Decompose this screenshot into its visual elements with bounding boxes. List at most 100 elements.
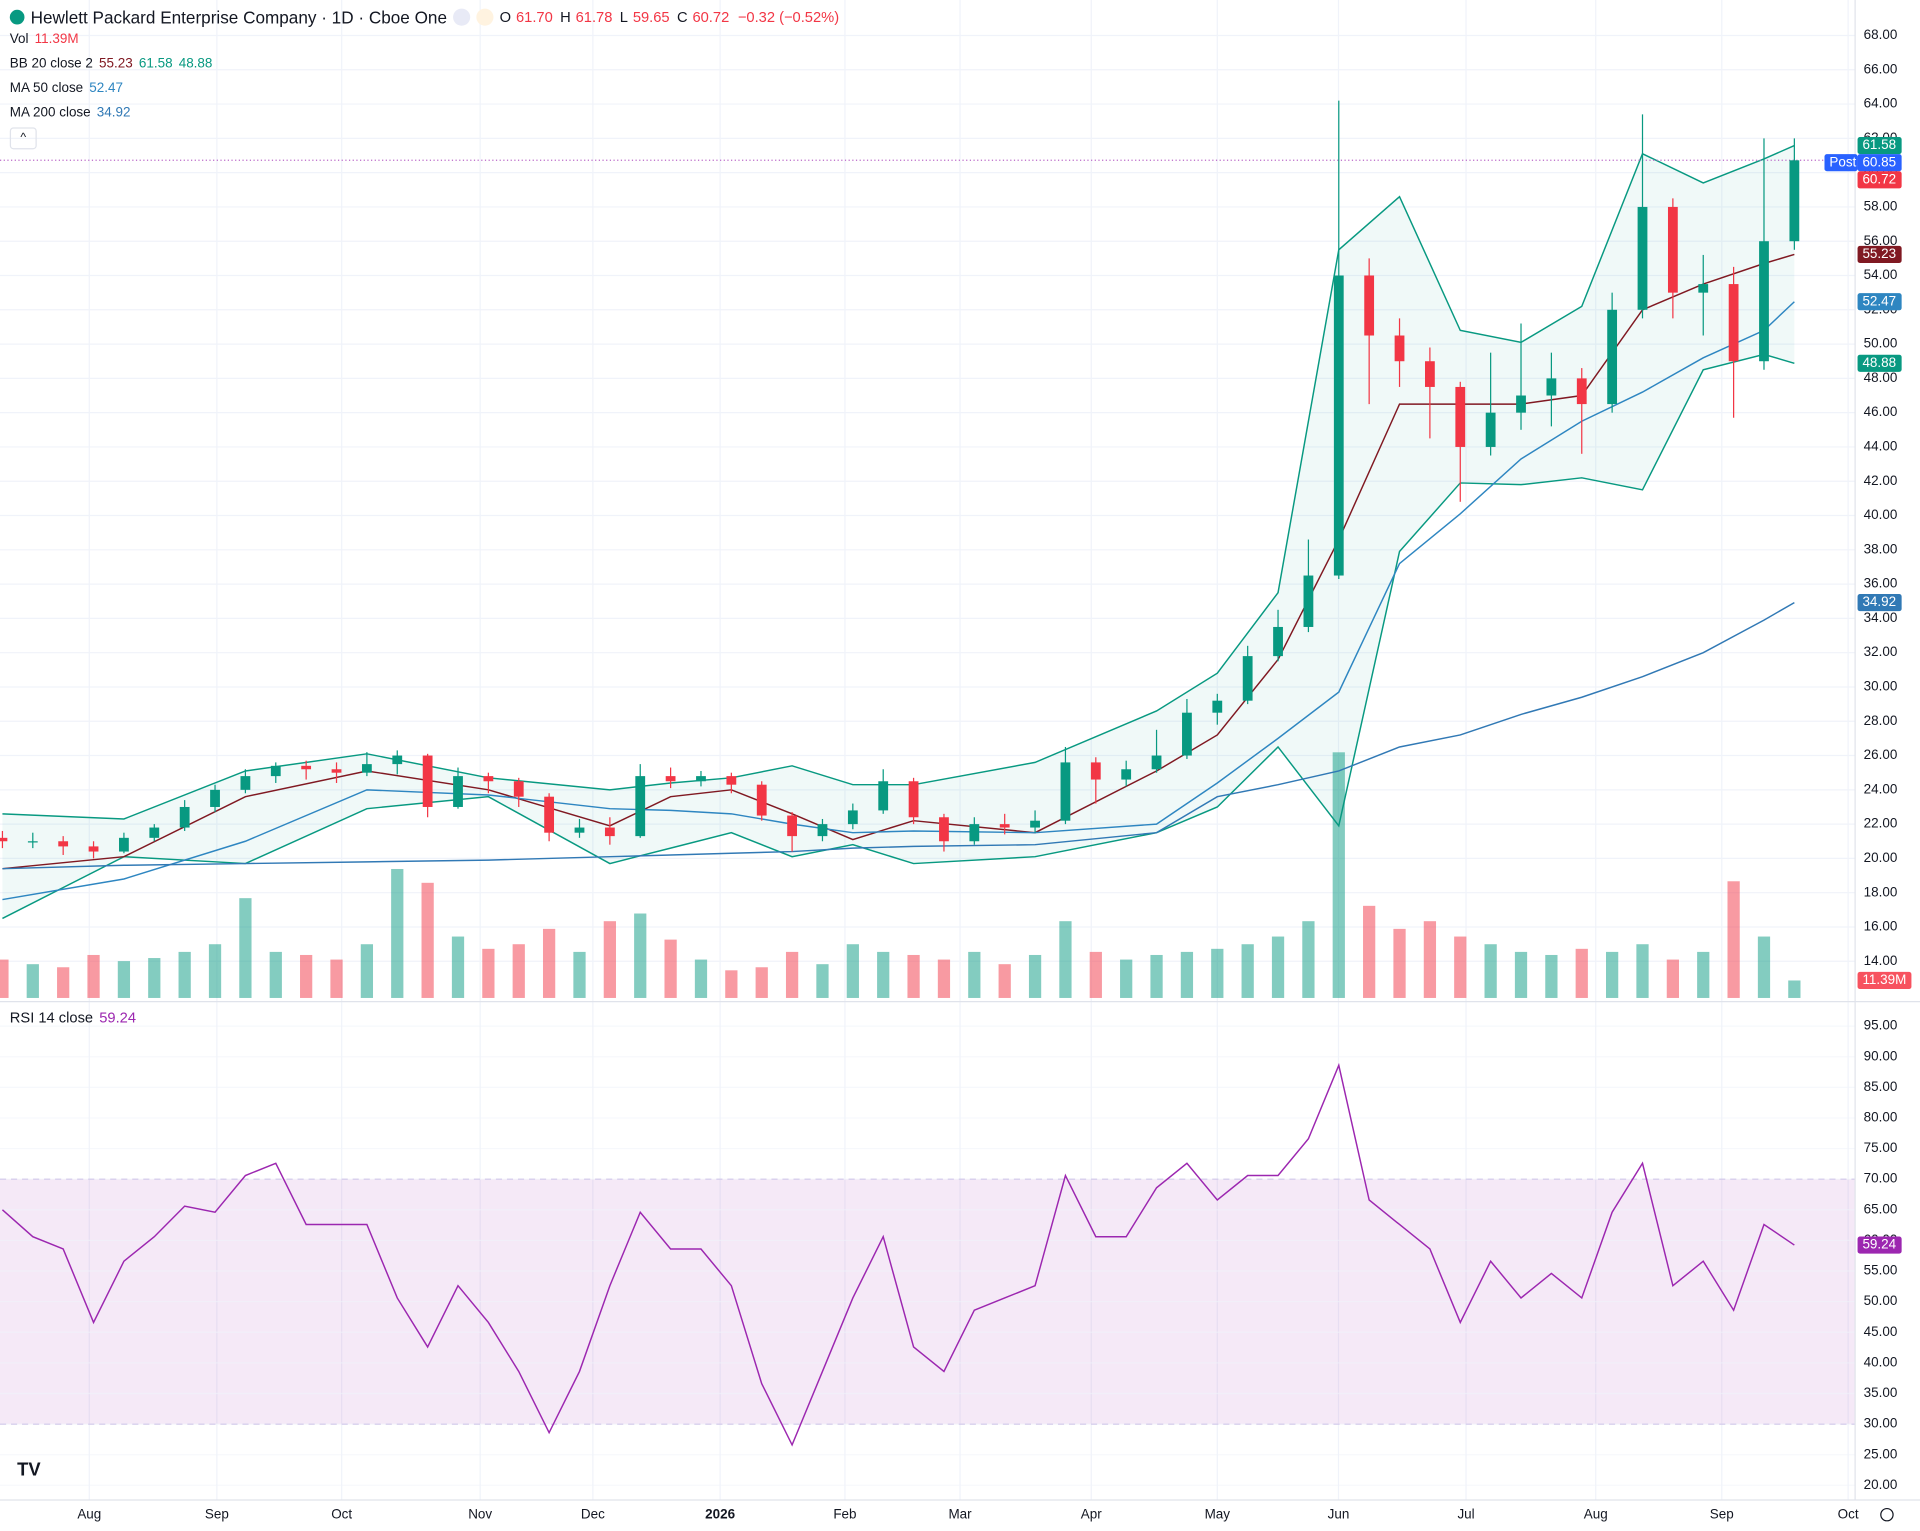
settings-icon[interactable] — [1880, 1507, 1894, 1522]
candle-body — [1242, 656, 1253, 701]
y-tick-label: 65.00 — [1864, 1201, 1898, 1216]
volume-bar — [360, 944, 374, 998]
volume-bar — [1545, 954, 1558, 998]
volume-bar — [1484, 944, 1497, 998]
ohlc-value: 59.65 — [632, 8, 670, 26]
x-tick-label: Mar — [948, 1506, 972, 1521]
candle-body — [1637, 206, 1648, 310]
volume-bar — [300, 954, 313, 998]
volume-bar — [725, 970, 738, 998]
collapse-button[interactable]: ^ — [9, 127, 37, 150]
moving-average — [2, 301, 1795, 901]
legend-label: RSI 14 close — [9, 1008, 94, 1027]
legend-label: MA 50 close — [9, 80, 84, 96]
logo: TV — [17, 1459, 41, 1481]
y-tick-label: 14.00 — [1864, 953, 1898, 968]
volume-bar — [1241, 944, 1254, 998]
volume-bar — [1757, 936, 1771, 998]
candle-body — [1364, 275, 1375, 336]
y-tick-label: 80.00 — [1864, 1110, 1898, 1125]
price-badge — [1857, 171, 1902, 189]
candle-body — [969, 824, 980, 842]
volume-badge-label: 11.39M — [1862, 972, 1906, 987]
candle-body — [1698, 284, 1709, 293]
status-dot — [9, 9, 25, 25]
candle-body — [1273, 626, 1283, 657]
volume-bar — [664, 939, 677, 998]
x-tick-label: Jun — [1328, 1506, 1350, 1521]
volume-bar — [998, 964, 1011, 998]
candle-body — [1516, 395, 1526, 413]
y-tick-label: 66.00 — [1864, 61, 1898, 76]
legend-row: BB 20 close 2 55.23 61.58 48.88 — [10, 56, 213, 71]
volume-bar — [269, 951, 282, 998]
x-tick-label: Jul — [1457, 1506, 1474, 1521]
volume-bar — [239, 898, 252, 998]
y-tick-label: 28.00 — [1864, 713, 1898, 728]
volume-bar — [634, 913, 647, 998]
candle-body — [1759, 241, 1769, 362]
bb-fill — [2, 145, 1795, 919]
ohlc-label: O — [499, 8, 512, 26]
candle-body — [1425, 361, 1435, 387]
legend-label: BB 20 close 2 — [9, 56, 93, 72]
candle-body — [1728, 284, 1739, 362]
candle-body — [1576, 378, 1587, 405]
price-badge — [1857, 245, 1902, 263]
volume-bar — [178, 951, 191, 998]
candle-body — [1303, 575, 1314, 627]
candle-body — [453, 776, 463, 807]
candle-body — [27, 841, 38, 843]
candle-body — [1182, 712, 1192, 756]
candle-body — [756, 784, 767, 816]
volume-bar — [603, 921, 616, 998]
y-tick-label: 70.00 — [1864, 1171, 1898, 1186]
candle-body — [726, 776, 737, 785]
y-tick-label: 35.00 — [1864, 1385, 1898, 1400]
x-tick-label: Feb — [833, 1506, 856, 1521]
volume-bar — [937, 959, 951, 998]
volume-bar — [816, 964, 829, 998]
volume-bar — [755, 967, 768, 998]
candle-body — [1394, 335, 1405, 362]
symbol-title[interactable]: Hewlett Packard Enterprise Company · 1D … — [30, 7, 447, 27]
volume-bar — [785, 951, 799, 998]
candle-body — [361, 764, 372, 773]
candle-body — [392, 755, 403, 765]
x-tick-label: Nov — [468, 1506, 492, 1521]
session-icon — [453, 8, 471, 26]
candle-body — [544, 796, 555, 833]
candle-body — [1333, 275, 1344, 576]
y-tick-label: 25.00 — [1864, 1446, 1898, 1461]
legend-readout: 55.23 — [99, 56, 133, 72]
volume-bar — [1059, 921, 1072, 998]
volume-bar — [1150, 954, 1163, 998]
volume-bar — [1393, 928, 1406, 998]
candle-body — [1546, 378, 1557, 396]
volume-bar — [1636, 944, 1649, 998]
candle-body — [878, 781, 889, 811]
y-tick-label: 24.00 — [1864, 781, 1898, 796]
ohlc: O 61.70 H 61.78 L 59.65 C 60.72 — [500, 9, 732, 26]
volume-bar — [208, 944, 222, 998]
ohlc-label: C — [676, 8, 688, 26]
candle-body — [1090, 762, 1101, 780]
y-tick-label: 48.00 — [1864, 370, 1898, 385]
price-badge-label: 61.58 — [1862, 137, 1896, 152]
candle-body — [787, 815, 797, 837]
y-tick-label: 26.00 — [1864, 747, 1898, 762]
x-tick-label: Aug — [77, 1506, 101, 1521]
y-tick-label: 38.00 — [1864, 541, 1898, 556]
x-tick-label: Oct — [1838, 1506, 1859, 1521]
price-badge-label: 34.92 — [1862, 594, 1896, 609]
volume-bar — [1727, 881, 1740, 998]
volume-bar — [148, 958, 161, 998]
y-tick-label: 58.00 — [1864, 198, 1898, 213]
candle-body — [1485, 412, 1496, 447]
candle-body — [483, 776, 494, 782]
candle-body — [301, 765, 312, 770]
legend-readout: 59.24 — [99, 1008, 137, 1027]
candle-body — [696, 776, 706, 782]
